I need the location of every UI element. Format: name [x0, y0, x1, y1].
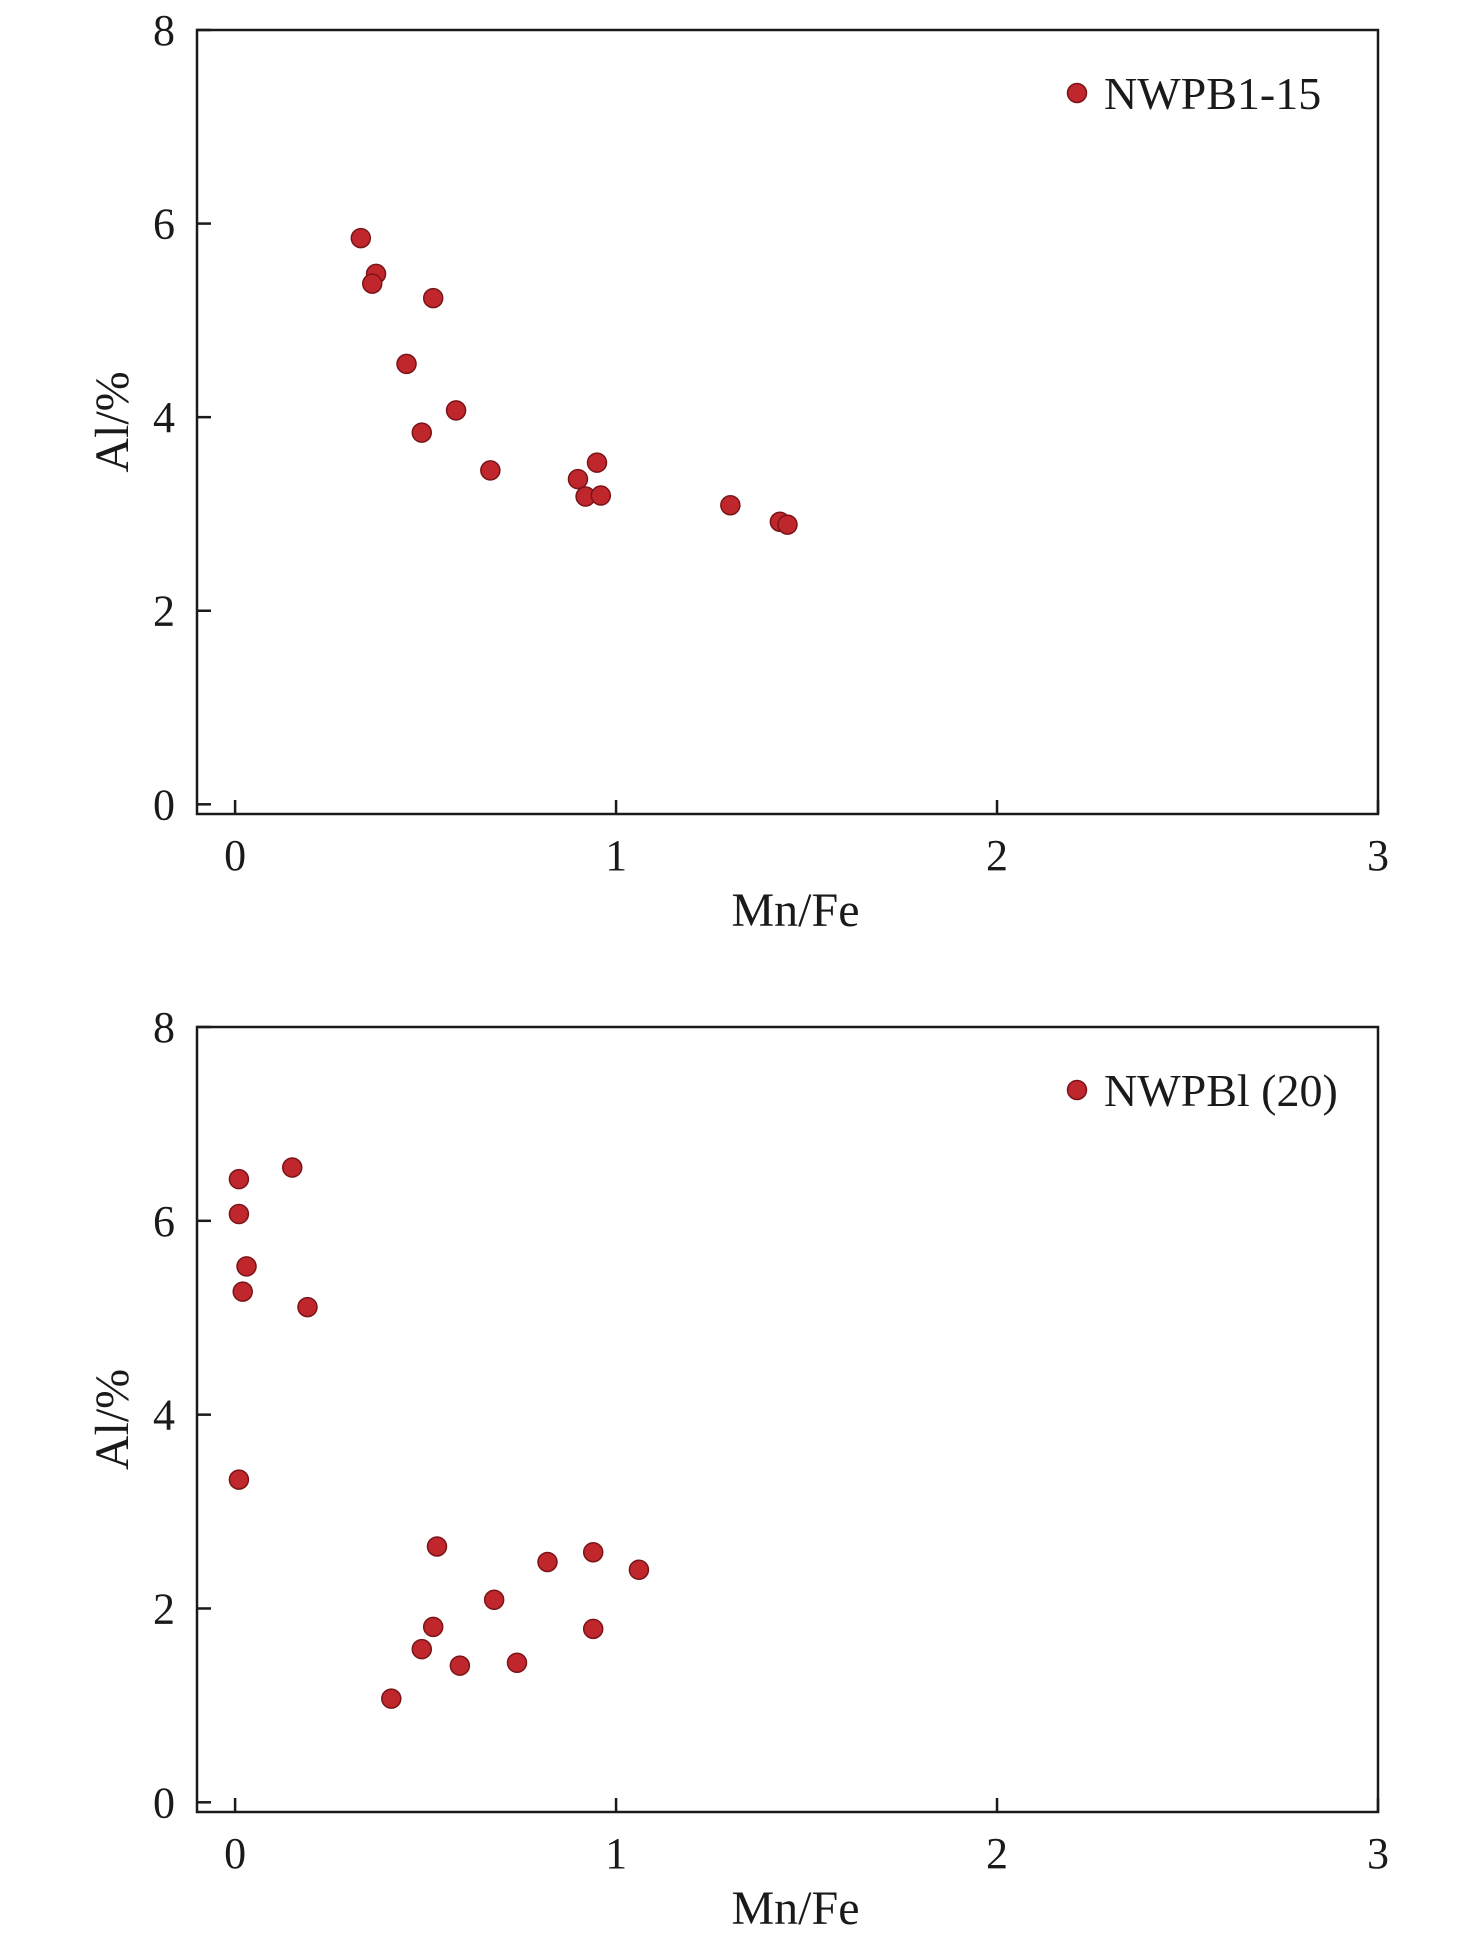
scatter-plot-bottom: 0 1 2 3 0 2 4 6 8 Mn/Fe Al/% NWPBl (20)	[86, 1003, 1389, 1935]
data-point	[228, 1203, 250, 1225]
data-point	[449, 1655, 471, 1676]
data-point	[281, 1157, 303, 1178]
data-point	[537, 1551, 558, 1573]
x-tick-label: 2	[986, 1829, 1008, 1878]
x-tick-label: 2	[986, 831, 1008, 880]
data-point	[582, 1542, 604, 1563]
plot-frame	[195, 28, 1380, 816]
x-tick-label: 1	[605, 831, 627, 880]
data-point	[396, 353, 417, 375]
data-point	[381, 1688, 402, 1709]
data-point	[426, 1536, 448, 1557]
x-axis-title: Mn/Fe	[731, 1882, 859, 1935]
y-tick-label: 4	[153, 393, 175, 442]
x-tick-label: 1	[605, 1829, 627, 1878]
y-tick-label: 0	[153, 780, 175, 829]
scatter-plot-top: 0 1 2 3 0 2 4 6 8 Mn/Fe Al/% NWPB1-15	[86, 6, 1389, 937]
y-tick-label: 6	[153, 200, 175, 249]
legend-marker	[1066, 82, 1088, 104]
x-tick-label: 0	[224, 831, 246, 880]
x-tick-label: 3	[1367, 1829, 1389, 1878]
data-point	[567, 468, 589, 490]
data-point	[422, 287, 444, 309]
data-point	[586, 452, 608, 473]
x-tick-label: 0	[224, 1829, 246, 1878]
data-point	[480, 460, 501, 481]
y-tick-label: 8	[153, 1003, 175, 1052]
data-point	[445, 400, 467, 421]
data-point	[411, 1638, 433, 1660]
data-point	[236, 1256, 257, 1277]
legend-marker	[1066, 1079, 1088, 1101]
y-axis-title: Al/%	[86, 1369, 139, 1470]
y-tick-label: 6	[153, 1197, 175, 1246]
data-point	[422, 1616, 444, 1638]
data-point	[720, 494, 741, 516]
y-tick-label: 2	[153, 587, 175, 636]
y-tick-label: 4	[153, 1391, 175, 1440]
data-point	[228, 1469, 250, 1490]
data-point	[228, 1168, 250, 1190]
data-point	[777, 514, 798, 535]
y-tick-label: 8	[153, 6, 175, 55]
data-point	[628, 1559, 650, 1580]
data-point	[590, 485, 612, 506]
data-point	[361, 273, 383, 294]
data-point	[232, 1281, 253, 1302]
data-point	[582, 1618, 604, 1640]
data-point	[411, 422, 433, 443]
plot-frame	[195, 1025, 1380, 1814]
data-point	[483, 1589, 505, 1611]
legend-label: NWPBl (20)	[1104, 1065, 1338, 1116]
x-tick-label: 3	[1367, 831, 1389, 880]
data-point	[506, 1652, 528, 1674]
data-point	[350, 227, 372, 249]
x-axis-title: Mn/Fe	[731, 884, 859, 937]
data-point	[297, 1296, 318, 1318]
y-tick-label: 0	[153, 1778, 175, 1827]
legend-label: NWPB1-15	[1104, 68, 1321, 119]
y-tick-label: 2	[153, 1584, 175, 1633]
y-axis-title: Al/%	[86, 371, 139, 472]
